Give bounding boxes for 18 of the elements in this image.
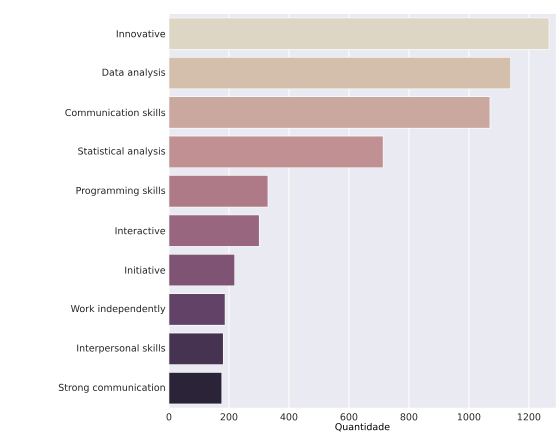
x-tick-label: 200: [220, 413, 238, 420]
x-tick-label: 800: [400, 413, 418, 420]
x-tick-label: 600: [340, 413, 358, 420]
y-tick-label: Innovative: [116, 30, 166, 38]
x-tick-label: 0: [166, 413, 172, 420]
y-tick-label: Interactive: [116, 227, 166, 234]
x-tick-label: 1000: [458, 413, 480, 420]
x-axis-title: Quantidade: [335, 422, 390, 432]
y-tick-label: Initiative: [125, 266, 166, 274]
x-tick-label: 1200: [518, 413, 540, 420]
y-tick-label: Data analysis: [102, 68, 166, 78]
y-tick-label: Strong communication: [58, 384, 165, 393]
y-tick-label: Programming skills: [76, 186, 166, 196]
y-tick-label: Communication skills: [65, 108, 166, 116]
y-tick-label: Statistical analysis: [78, 147, 166, 156]
x-tick-label: 400: [280, 413, 298, 420]
y-tick-label: Work independently: [70, 304, 166, 314]
y-tick-label: Interpersonal skills: [77, 344, 166, 354]
